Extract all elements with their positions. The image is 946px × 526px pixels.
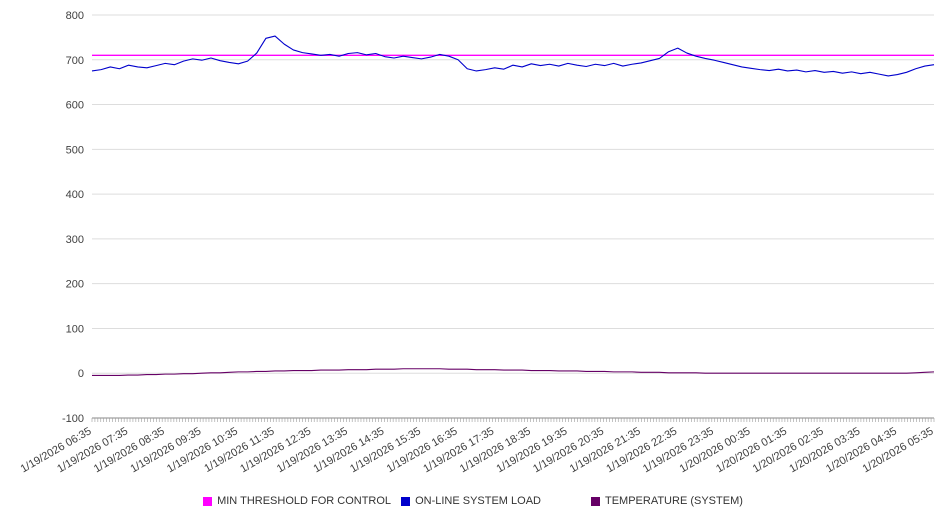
y-tick-label: 600 (66, 100, 84, 112)
y-tick-label: -100 (62, 413, 84, 425)
y-tick-label: 500 (66, 144, 84, 156)
legend-item: MIN THRESHOLD FOR CONTROL (203, 495, 391, 507)
y-tick-label: 800 (66, 10, 84, 22)
series-line (91, 35, 935, 77)
y-axis-labels: -100 0 100 200 300 400 500 600 700 800 (62, 10, 84, 425)
legend-swatch (590, 496, 600, 506)
y-tick-label: 200 (66, 279, 84, 291)
legend-item: TEMPERATURE (SYSTEM) (590, 495, 743, 507)
series-lines (91, 35, 935, 377)
y-tick-label: 400 (66, 189, 84, 201)
y-tick-label: 300 (66, 234, 84, 246)
x-axis-minor-ticks (91, 418, 935, 422)
legend-swatch (203, 496, 213, 506)
legend-label: MIN THRESHOLD FOR CONTROL (217, 495, 392, 507)
gridlines (92, 14, 934, 419)
legend-item: ON-LINE SYSTEM LOAD (401, 495, 541, 507)
y-tick-label: 700 (66, 55, 84, 67)
series-line (92, 368, 935, 377)
y-tick-label: 0 (78, 368, 84, 380)
legend-label: ON-LINE SYSTEM LOAD (415, 495, 541, 507)
x-axis-labels: 1/19/2026 06:351/19/2026 07:351/19/2026 … (19, 425, 936, 475)
chart-legend: MIN THRESHOLD FOR CONTROL ON-LINE SYSTEM … (0, 495, 946, 507)
line-chart: -100 0 100 200 300 400 500 600 700 800 1/19/2026 0… (19, 10, 936, 475)
y-tick-label: 100 (66, 323, 84, 335)
legend-label: TEMPERATURE (SYSTEM) (604, 495, 743, 507)
legend-swatch (401, 496, 411, 506)
